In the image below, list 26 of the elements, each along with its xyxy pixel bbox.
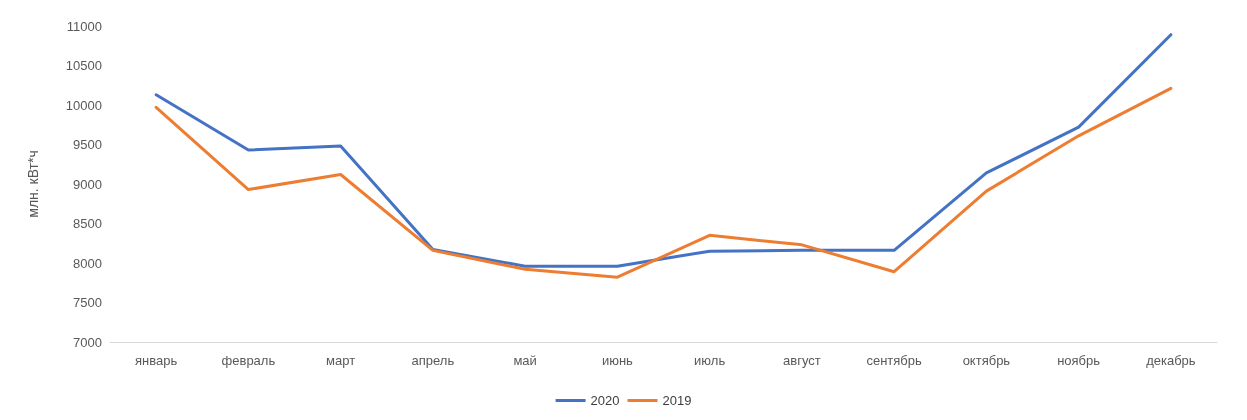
y-tick-label: 11000 xyxy=(66,18,102,34)
y-tick-label: 7000 xyxy=(73,334,102,350)
x-tick-label: август xyxy=(783,353,821,368)
x-tick-label: июнь xyxy=(601,353,634,368)
x-tick-label: февраль xyxy=(221,353,276,368)
y-tick-label: 10000 xyxy=(65,97,102,113)
x-tick-label: октябрь xyxy=(962,353,1011,368)
y-tick-label: 7500 xyxy=(73,295,102,310)
x-tick-label: ноябрь xyxy=(1057,353,1101,368)
x-tick-label: июль xyxy=(694,353,726,368)
x-tick-label: апрель xyxy=(411,353,455,368)
y-tick-label: 9000 xyxy=(73,176,102,192)
line-series xyxy=(154,86,1173,279)
x-tick-label: май xyxy=(513,353,537,368)
legend-label: 2020 xyxy=(590,393,620,408)
x-tick-label: сентябрь xyxy=(866,353,923,368)
y-tick-label: 8000 xyxy=(73,255,102,271)
y-axis-title: млн. кВт*ч xyxy=(25,150,41,218)
y-tick-label: 9500 xyxy=(73,137,102,152)
x-tick-label: декабрь xyxy=(1146,353,1196,368)
y-tick-label: 8500 xyxy=(73,216,102,231)
line-series xyxy=(154,33,1173,268)
x-tick-label: март xyxy=(326,353,356,368)
y-tick-label: 10500 xyxy=(65,58,102,73)
legend-label: 2019 xyxy=(662,393,692,408)
x-tick-label: январь xyxy=(135,353,178,368)
